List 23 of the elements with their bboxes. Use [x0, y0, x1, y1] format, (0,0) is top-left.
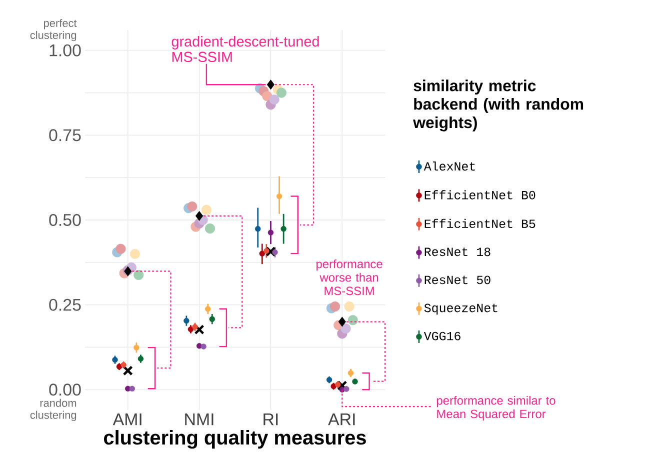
legend-label: EfficientNet B0 [424, 190, 536, 200]
y-tick-label: 0.25 [49, 298, 81, 311]
y-tick-label: 0.00 [49, 384, 81, 396]
y-tick-label: 0.50 [49, 214, 81, 226]
annotation: performance similar to Mean Squared Error [436, 396, 556, 421]
x-tick-label: NMI [185, 414, 214, 426]
x-axis-title: clustering quality measures [104, 430, 366, 449]
legend-label: ResNet 18 [424, 248, 490, 256]
text: random clustering [30, 398, 76, 422]
annotation: performance worse than MS-SSIM [316, 259, 382, 296]
x-tick-label: ARI [328, 414, 355, 426]
annotation: gradient-descent-tuned MS-SSIM [172, 36, 319, 62]
legend-label: ResNet 50 [424, 276, 490, 284]
text: perfect clustering [30, 19, 77, 42]
y-tick-label: 1.00 [50, 44, 81, 56]
y-tick-label: 0.75 [49, 129, 81, 142]
legend-title: similarity metric backend (with random weights) [413, 80, 584, 132]
legend-label: VGG16 [424, 332, 460, 340]
legend-label: EfficientNet B5 [424, 218, 536, 228]
legend-label: AlexNet [424, 161, 475, 171]
legend-label: SqueezeNet [424, 304, 498, 315]
x-tick-label: RI [264, 414, 278, 426]
x-tick-label: AMI [112, 414, 142, 426]
